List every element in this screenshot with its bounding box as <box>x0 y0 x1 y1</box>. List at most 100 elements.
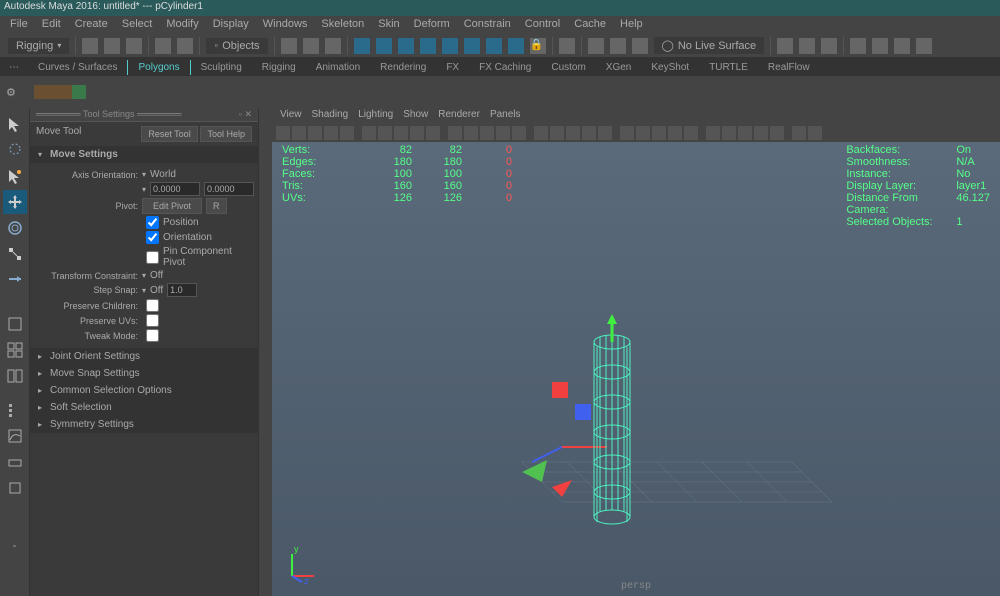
vp-tool-23[interactable] <box>668 126 682 140</box>
common-selection-section[interactable]: Common Selection Options <box>30 382 258 399</box>
editor1-icon[interactable] <box>850 38 866 54</box>
vp-tool-25[interactable] <box>706 126 720 140</box>
pin-pivot-checkbox[interactable] <box>146 251 159 264</box>
open-icon[interactable] <box>104 38 120 54</box>
position-checkbox[interactable] <box>146 216 159 229</box>
vp-tool-8[interactable] <box>410 126 424 140</box>
select-tool[interactable] <box>3 112 27 136</box>
coord-y-input[interactable] <box>204 182 254 196</box>
move-snap-section[interactable]: Move Snap Settings <box>30 365 258 382</box>
vp-menu-shading[interactable]: Shading <box>312 109 349 123</box>
vp-tool-6[interactable] <box>378 126 392 140</box>
move-tool[interactable] <box>3 190 27 214</box>
layout1-icon[interactable] <box>777 38 793 54</box>
layout3-icon[interactable] <box>821 38 837 54</box>
shelf-tab-custom[interactable]: Custom <box>541 60 595 75</box>
menu-display[interactable]: Display <box>207 18 255 32</box>
ipr-icon[interactable] <box>610 38 626 54</box>
editor3-icon[interactable] <box>894 38 910 54</box>
reset-pivot-button[interactable]: R <box>206 198 227 214</box>
shelf-tab-animation[interactable]: Animation <box>306 60 370 75</box>
vp-tool-20[interactable] <box>620 126 634 140</box>
panel-close-icon[interactable]: ▫ ✕ <box>239 109 252 120</box>
select-face-icon[interactable] <box>486 38 502 54</box>
vp-tool-27[interactable] <box>738 126 752 140</box>
editor4-icon[interactable] <box>916 38 932 54</box>
select-uv-icon[interactable] <box>508 38 524 54</box>
shelf-tab-fxcaching[interactable]: FX Caching <box>469 60 541 75</box>
shelf-dropdown-icon[interactable]: ⋯ <box>0 62 28 73</box>
vp-tool-10[interactable] <box>448 126 462 140</box>
vp-tool-24[interactable] <box>684 126 698 140</box>
vp-tool-19[interactable] <box>598 126 612 140</box>
render-icon[interactable] <box>588 38 604 54</box>
viewport[interactable]: ViewShadingLightingShowRendererPanels Ve… <box>272 108 1000 596</box>
step-snap-input[interactable] <box>167 283 197 297</box>
vp-tool-15[interactable] <box>534 126 548 140</box>
shelf-item-25[interactable] <box>84 85 86 99</box>
uv-editor-icon[interactable] <box>3 476 27 500</box>
layout-four-icon[interactable] <box>3 338 27 362</box>
vp-tool-4[interactable] <box>340 126 354 140</box>
hypershade-icon[interactable] <box>3 450 27 474</box>
axis-orientation-value[interactable]: World <box>150 169 176 180</box>
vp-menu-lighting[interactable]: Lighting <box>358 109 393 123</box>
menu-file[interactable]: File <box>4 18 34 32</box>
lasso-tool[interactable] <box>3 138 27 162</box>
vp-tool-1[interactable] <box>292 126 306 140</box>
paint-select-tool[interactable] <box>3 164 27 188</box>
shelf-tab-turtle[interactable]: TURTLE <box>699 60 758 75</box>
redo-icon[interactable] <box>177 38 193 54</box>
layout-single-icon[interactable] <box>3 312 27 336</box>
preserve-uvs-checkbox[interactable] <box>146 314 159 327</box>
render-settings-icon[interactable] <box>632 38 648 54</box>
vp-tool-3[interactable] <box>324 126 338 140</box>
vp-tool-29[interactable] <box>770 126 784 140</box>
vp-tool-26[interactable] <box>722 126 736 140</box>
selection-mode-dropdown[interactable]: ◦ Objects <box>206 38 267 54</box>
tweak-mode-checkbox[interactable] <box>146 329 159 342</box>
vp-tool-11[interactable] <box>464 126 478 140</box>
menu-edit[interactable]: Edit <box>36 18 67 32</box>
vp-menu-view[interactable]: View <box>280 109 302 123</box>
symmetry-section[interactable]: Symmetry Settings <box>30 416 258 433</box>
orientation-checkbox[interactable] <box>146 231 159 244</box>
edit-pivot-button[interactable]: Edit Pivot <box>142 198 202 214</box>
joint-orient-section[interactable]: Joint Orient Settings <box>30 348 258 365</box>
vp-menu-panels[interactable]: Panels <box>490 109 521 123</box>
menu-modify[interactable]: Modify <box>160 18 204 32</box>
vp-tool-2[interactable] <box>308 126 322 140</box>
menu-skeleton[interactable]: Skeleton <box>315 18 370 32</box>
scale-tool[interactable] <box>3 242 27 266</box>
select-type-icon[interactable] <box>398 38 414 54</box>
collapse-icon[interactable]: - <box>3 534 27 558</box>
snap-curve-icon[interactable] <box>303 38 319 54</box>
vp-menu-renderer[interactable]: Renderer <box>438 109 480 123</box>
vp-tool-30[interactable] <box>792 126 806 140</box>
rotate-tool[interactable] <box>3 216 27 240</box>
reset-tool-button[interactable]: Reset Tool <box>141 126 197 142</box>
vp-tool-17[interactable] <box>566 126 580 140</box>
preserve-children-checkbox[interactable] <box>146 299 159 312</box>
live-surface-dropdown[interactable]: ◯ No Live Surface <box>654 37 765 54</box>
editor2-icon[interactable] <box>872 38 888 54</box>
vp-tool-9[interactable] <box>426 126 440 140</box>
shelf-tab-xgen[interactable]: XGen <box>596 60 642 75</box>
menu-help[interactable]: Help <box>614 18 649 32</box>
undo-icon[interactable] <box>155 38 171 54</box>
select-edge-icon[interactable] <box>464 38 480 54</box>
menu-cache[interactable]: Cache <box>568 18 612 32</box>
select-comp-icon[interactable] <box>420 38 436 54</box>
snap-grid-icon[interactable] <box>281 38 297 54</box>
layout2-icon[interactable] <box>799 38 815 54</box>
shelf-tab-fx[interactable]: FX <box>436 60 469 75</box>
shelf-gear-icon[interactable]: ⚙ <box>6 86 30 99</box>
coord-x-input[interactable] <box>150 182 200 196</box>
menu-deform[interactable]: Deform <box>408 18 456 32</box>
shelf-tab-keyshot[interactable]: KeyShot <box>641 60 699 75</box>
menu-constrain[interactable]: Constrain <box>458 18 517 32</box>
transform-constraint-value[interactable]: Off <box>150 270 163 281</box>
shelf-tab-realflow[interactable]: RealFlow <box>758 60 820 75</box>
layout-two-icon[interactable] <box>3 364 27 388</box>
shelf-tab-rendering[interactable]: Rendering <box>370 60 436 75</box>
